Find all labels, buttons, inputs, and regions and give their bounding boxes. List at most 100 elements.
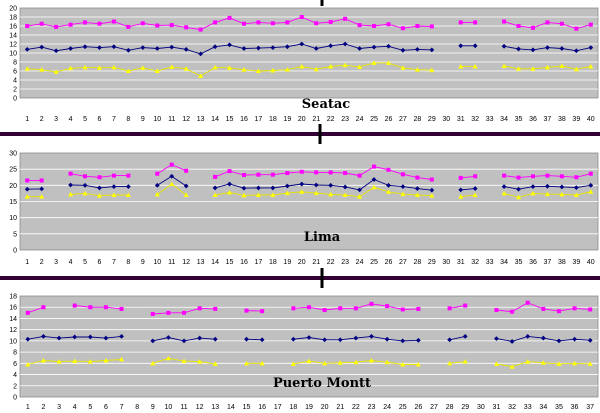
lima-min-point	[24, 194, 30, 199]
puerto-montt-x-tick: 13	[211, 404, 219, 411]
puerto-montt-max-point	[307, 305, 311, 310]
seatac-x-tick: 14	[211, 116, 219, 123]
lima-min-point	[68, 191, 74, 197]
puerto-montt-min-point	[244, 360, 250, 366]
lima-x-tick: 28	[413, 259, 421, 266]
lima-x-tick: 27	[399, 259, 407, 266]
seatac-x-tick: 17	[255, 116, 263, 123]
seatac-max-point	[314, 21, 319, 26]
puerto-montt-min-point	[56, 359, 62, 364]
seatac-y-tick: 2	[13, 87, 17, 94]
seatac-x-tick: 24	[356, 116, 364, 123]
puerto-montt-x-tick: 2	[41, 404, 45, 411]
puerto-montt-y-tick: 18	[9, 294, 17, 301]
lima-x-tick: 7	[112, 259, 116, 266]
seatac-max-point	[198, 27, 203, 32]
seatac-x-tick: 28	[413, 116, 421, 123]
lima-min-point	[573, 192, 579, 198]
seatac-max-point	[126, 24, 131, 29]
puerto-montt-max-point	[385, 304, 390, 309]
seatac-min-point	[183, 66, 189, 71]
puerto-montt-mean-point	[462, 334, 468, 339]
puerto-montt-x-tick: 29	[461, 404, 469, 411]
puerto-montt-max-point	[322, 308, 327, 313]
lima-x-tick: 15	[226, 259, 234, 266]
lima-max-point	[588, 171, 593, 176]
puerto-montt-mean-point	[244, 336, 249, 342]
puerto-montt-x-tick: 35	[555, 404, 563, 411]
puerto-montt-min-point	[540, 360, 546, 365]
seatac-y-tick: 10	[9, 51, 17, 58]
lima-max-point	[299, 169, 304, 174]
seatac-mean-point	[429, 47, 435, 53]
lima-max-point	[270, 172, 275, 177]
lima-x-tick: 4	[69, 259, 73, 266]
puerto-montt-min-point	[493, 361, 499, 366]
seatac-mean-point	[212, 44, 218, 50]
lima-min-point	[299, 189, 305, 194]
seatac-min-point	[82, 64, 88, 70]
lima-min-line	[215, 186, 432, 198]
lima-mean-point	[588, 182, 594, 188]
lima-mean-point	[212, 185, 218, 191]
seatac-x-tick: 35	[515, 116, 523, 123]
puerto-montt-mean-point	[556, 338, 562, 344]
seatac-min-point	[255, 68, 261, 73]
puerto-montt-x-tick: 32	[508, 404, 516, 411]
puerto-montt-x-tick: 31	[493, 404, 501, 411]
seatac-x-tick: 20	[298, 116, 306, 123]
seatac-mean-point	[68, 46, 73, 51]
puerto-montt-y-tick: 6	[13, 361, 17, 368]
puerto-montt-min-point	[462, 359, 468, 364]
seatac-x-tick: 5	[83, 116, 87, 123]
puerto-montt-max-point	[291, 306, 296, 311]
seatac-min-point	[400, 65, 406, 70]
lima-max-point	[184, 168, 189, 173]
puerto-montt-max-point	[103, 305, 108, 310]
lima-max-point	[516, 175, 521, 180]
lima-max-point	[314, 170, 319, 175]
puerto-montt-mean-point	[41, 334, 46, 339]
lima-max-line	[214, 166, 432, 180]
seatac-x-tick: 33	[486, 116, 494, 123]
puerto-montt-min-point	[103, 358, 109, 363]
seatac-min-point	[501, 63, 507, 69]
lima-max-point	[111, 173, 116, 178]
lima-x-tick: 31	[457, 259, 465, 266]
seatac-x-tick: 3	[54, 116, 58, 123]
puerto-montt-mean-point	[150, 338, 156, 344]
lima-min-point	[588, 189, 594, 194]
lima-max-point	[415, 175, 420, 180]
puerto-montt-max-point	[572, 306, 577, 311]
lima-min-point	[458, 194, 464, 199]
seatac-mean-point	[386, 43, 391, 49]
lima-min-point	[342, 192, 348, 198]
panel-divider-1	[0, 132, 600, 136]
seatac-mean-point	[342, 41, 348, 47]
lima-mean-point	[516, 186, 521, 192]
seatac-max-point	[516, 24, 521, 28]
lima-max-point	[25, 178, 30, 183]
seatac-max-point	[256, 20, 261, 25]
seatac-mean-point	[154, 46, 160, 51]
lima-min-point	[82, 190, 88, 196]
puerto-montt-mean-point	[447, 337, 452, 343]
seatac-max-point	[39, 21, 44, 26]
seatac-min-point	[68, 65, 74, 71]
lima-min-point	[429, 193, 435, 198]
seatac-mean-point	[125, 47, 131, 53]
lima-x-tick: 36	[529, 259, 537, 266]
lima-min-point	[385, 189, 391, 194]
seatac-min-point	[371, 60, 377, 65]
seatac-min-point	[270, 68, 276, 73]
seatac-min-point	[241, 67, 247, 72]
puerto-montt-min-point	[72, 358, 78, 364]
seatac-min-point	[198, 73, 204, 78]
seatac-max-point	[530, 25, 535, 30]
puerto-montt-min-point	[25, 361, 31, 367]
lima-max-point	[343, 171, 348, 176]
puerto-montt-x-tick: 5	[88, 404, 92, 411]
puerto-montt-mean-line	[246, 338, 263, 341]
lima-min-point	[357, 194, 363, 199]
puerto-montt-min-point	[556, 361, 562, 366]
